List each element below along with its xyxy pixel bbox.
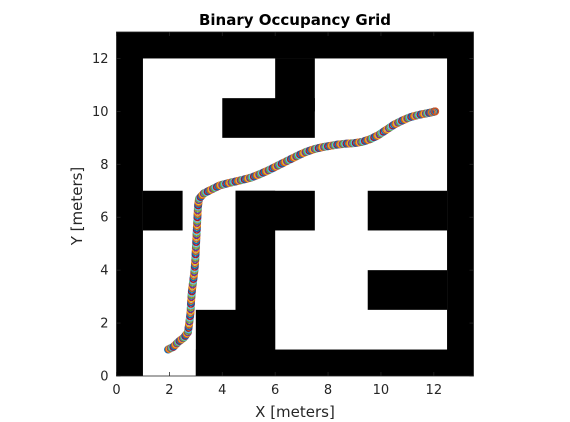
y-tick-label: 8 [100, 158, 108, 173]
chart-title: Binary Occupancy Grid [199, 11, 391, 29]
x-tick-label: 0 [112, 383, 120, 398]
x-tick-label: 2 [165, 383, 173, 398]
plot-area [117, 32, 474, 376]
y-tick-label: 10 [92, 105, 109, 120]
y-tick-label: 6 [100, 211, 108, 226]
occupied-cell-8 [368, 191, 447, 231]
occupied-cell-9 [368, 270, 447, 310]
y-tick-label: 12 [92, 52, 109, 67]
occupied-cell-11 [196, 350, 474, 376]
occupied-cell-1 [117, 32, 143, 376]
x-tick-label: 12 [426, 383, 443, 398]
occupied-cell-0 [117, 32, 474, 58]
x-axis-label: X [meters] [255, 403, 335, 421]
y-axis-label: Y [meters] [68, 167, 86, 247]
x-tick-label: 4 [218, 383, 226, 398]
occupied-cell-4 [222, 98, 315, 138]
occupied-cell-5 [143, 191, 183, 231]
x-tick-label: 6 [271, 383, 279, 398]
y-tick-label: 4 [100, 264, 108, 279]
y-tick-label: 0 [100, 370, 108, 385]
occupied-cell-2 [447, 32, 473, 376]
y-tick-label: 2 [100, 317, 108, 332]
x-tick-label: 10 [373, 383, 390, 398]
x-tick-label: 8 [324, 383, 332, 398]
